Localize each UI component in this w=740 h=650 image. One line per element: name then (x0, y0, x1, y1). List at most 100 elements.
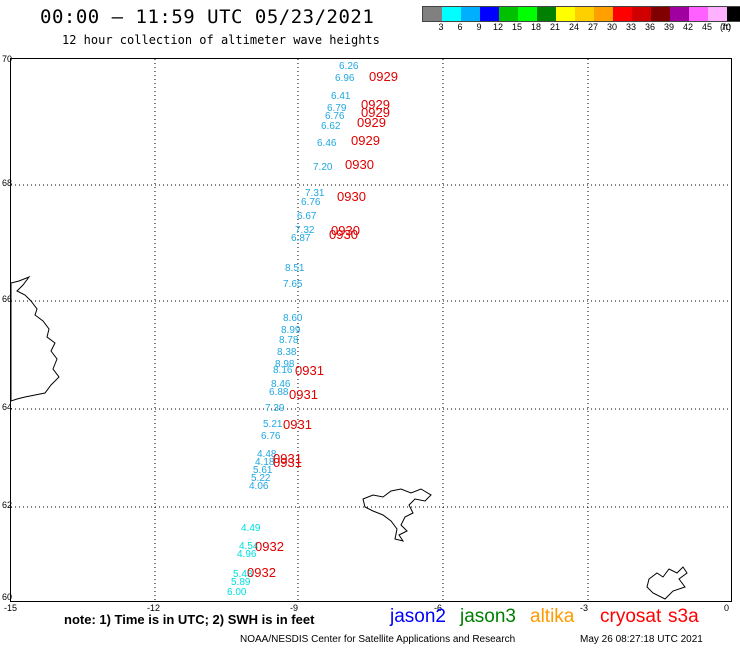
wave-height-label: 8.98 (275, 359, 295, 370)
wave-height-label: 4.06 (249, 481, 269, 492)
x-tick-label: -15 (4, 603, 18, 613)
pass-time-label: 0929 (361, 105, 390, 120)
pass-time-label: 0932 (255, 539, 284, 554)
colorbar-swatch (442, 7, 461, 21)
faroe-islands-coast (362, 488, 432, 542)
pass-time-label: 0929 (357, 115, 386, 130)
colorbar-swatch (461, 7, 480, 21)
x-tick-label: -9 (290, 603, 299, 613)
wave-height-label: 6.62 (321, 121, 341, 132)
colorbar-label: 45 (701, 22, 713, 32)
map-area: 6.26 6.96 6.41 6.79 6.76 6.62 6.46 7.20 7.31 6.76… (10, 58, 732, 602)
greenland-coast (10, 275, 60, 402)
colorbar-label: 6 (457, 22, 463, 32)
satellite-altika: altika (530, 606, 575, 627)
chart-title: 00:00 — 11:59 UTC 05/23/2021 (40, 6, 375, 28)
wave-height-label: 6.96 (335, 73, 355, 84)
wave-height-label: 6.87 (291, 233, 311, 244)
footer-note: note: 1) Time is in UTC; 2) SWH is in fe… (64, 612, 315, 627)
satellite-cryosat: cryosat (600, 606, 662, 627)
y-tick-label: 64 (2, 402, 13, 412)
lat-lon-grid (11, 59, 731, 601)
wave-height-label: 6.76 (261, 431, 281, 442)
wave-height-label: 4.48 (257, 449, 277, 460)
pass-time-label: 0929 (361, 97, 390, 112)
wave-height-label: 4.49 (241, 523, 261, 534)
wave-height-label: 5.89 (231, 577, 251, 588)
map-canvas: 6.266.966.416.796.766.626.467.207.316.76… (10, 59, 731, 601)
colorbar-swatch (670, 7, 689, 21)
colorbar-label: 70 (720, 22, 732, 32)
colorbar-unit: (ft) (720, 22, 731, 32)
colorbar-label: 12 (492, 22, 504, 32)
pass-time-label: 0931 (289, 387, 318, 402)
wave-height-label: 8.78 (279, 335, 299, 346)
wave-height-label: 6.26 (339, 61, 359, 72)
y-tick-label: 60 (2, 592, 13, 602)
colorbar-swatch (518, 7, 537, 21)
y-tick-label: 68 (2, 178, 13, 188)
credit-line: NOAA/NESDIS Center for Satellite Applica… (240, 634, 516, 645)
wave-height-label: 6.76 (325, 111, 345, 122)
pass-time-label: 0930 (337, 189, 366, 204)
colorbar-label: 33 (625, 22, 637, 32)
pass-time-label: 0931 (273, 455, 302, 470)
pass-time-label: 0931 (283, 417, 312, 432)
colorbar-label: 9 (476, 22, 482, 32)
colorbar-swatch (537, 7, 556, 21)
colorbar-swatch (594, 7, 613, 21)
colorbar-label: 18 (530, 22, 542, 32)
wave-height-label: 6.79 (327, 103, 347, 114)
colorbar-swatch (575, 7, 594, 21)
colorbar-label: 36 (644, 22, 656, 32)
x-tick-label: 0 (724, 603, 730, 613)
wave-height-label: 5.21 (263, 419, 283, 430)
wave-height-label: 4.96 (237, 549, 257, 560)
wave-height-label: 7.20 (313, 162, 333, 173)
colorbar-swatch (499, 7, 518, 21)
wave-height-label: 7.32 (295, 225, 315, 236)
colorbar-swatch (480, 7, 499, 21)
x-tick-label: -3 (580, 603, 589, 613)
colorbar-swatch (556, 7, 575, 21)
colorbar-swatch (632, 7, 651, 21)
y-tick-label: 66 (2, 294, 13, 304)
wave-height-label: 8.16 (273, 365, 293, 376)
wave-height-label: 7.65 (283, 279, 303, 290)
y-tick-label: 70 (2, 54, 13, 64)
wave-height-label: 6.00 (227, 587, 247, 598)
wave-height-label: 6.88 (269, 387, 289, 398)
wave-height-label: 8.99 (281, 325, 301, 336)
pass-time-label: 0931 (273, 451, 302, 466)
chart-subtitle: 12 hour collection of altimeter wave hei… (62, 33, 380, 47)
y-tick-label: 62 (2, 500, 13, 510)
wave-height-label: 8.51 (285, 263, 305, 274)
colorbar-label: 15 (511, 22, 523, 32)
colorbar-swatch (689, 7, 708, 21)
wave-height-label: 6.46 (317, 138, 337, 149)
satellite-s3a: s3a (668, 606, 699, 627)
wave-height-label: 5.61 (253, 465, 273, 476)
colorbar-label: 42 (682, 22, 694, 32)
wave-height-label: 8.60 (283, 313, 303, 324)
shetland-coast (646, 566, 688, 600)
coastlines (10, 275, 688, 600)
wave-height-label: 6.41 (331, 91, 351, 102)
colorbar-label: 21 (549, 22, 561, 32)
wave-height-label: 7.31 (305, 188, 325, 199)
colorbar-label: 3 (438, 22, 444, 32)
x-tick-label: -12 (147, 603, 161, 613)
pass-time-label: 0929 (369, 69, 398, 84)
pass-time-label: 0931 (295, 363, 324, 378)
wave-height-label: 8.38 (277, 347, 297, 358)
pass-time-label: 0930 (331, 223, 360, 238)
wave-height-label: 8.46 (271, 379, 291, 390)
pass-time-label: 0930 (345, 157, 374, 172)
colorbar-label: 24 (568, 22, 580, 32)
colorbar-label: 27 (587, 22, 599, 32)
wave-height-label: 6.67 (297, 211, 317, 222)
wave-height-label: 7.39 (265, 403, 285, 414)
satellite-jason2: jason2 (390, 606, 446, 627)
colorbar-labels: 3 6 9 12 15 18 21 24 27 30 33 36 39 42 45 70 (422, 22, 740, 36)
pass-time-label: 0932 (247, 565, 276, 580)
